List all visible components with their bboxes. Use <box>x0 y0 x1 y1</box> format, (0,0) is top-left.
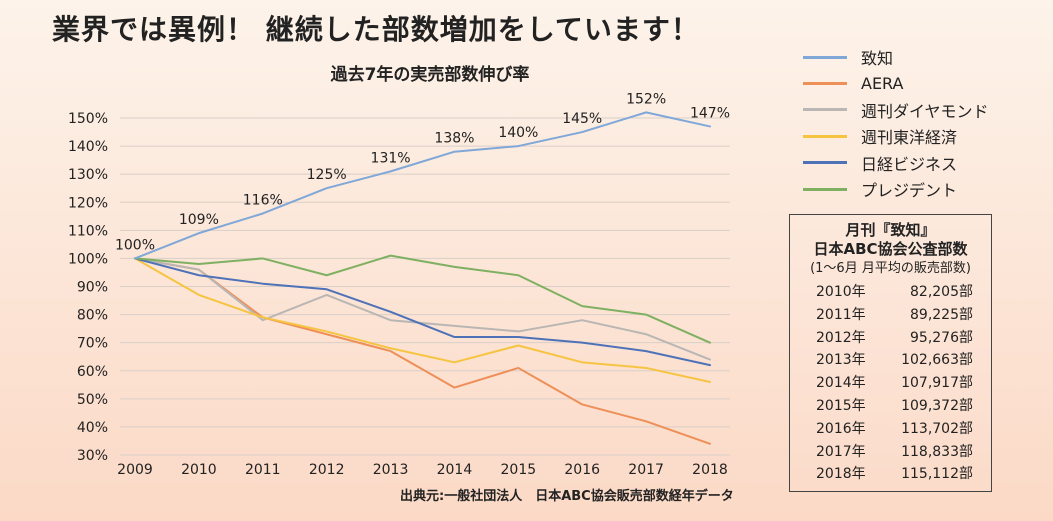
circulation-value: 95,276部 <box>910 329 973 346</box>
legend-label: 週刊東洋経済 <box>861 128 958 148</box>
circulation-value: 102,663部 <box>901 352 973 369</box>
circulation-row: 2013年 102,663部 <box>790 349 991 372</box>
legend-item: 週刊東洋経済 <box>803 123 989 149</box>
x-tick-label: 2011 <box>245 462 281 478</box>
series-line-4 <box>134 257 711 367</box>
legend-swatch <box>803 187 847 191</box>
legend-swatch <box>803 161 847 165</box>
data-label: 109% <box>179 212 219 228</box>
circulation-row: 2018年 115,112部 <box>790 463 991 486</box>
x-tick-label: 2010 <box>181 462 217 478</box>
circulation-year: 2012年 <box>816 329 866 346</box>
x-tick-label: 2018 <box>692 462 728 478</box>
series-line-1 <box>134 257 711 445</box>
series-line-2 <box>134 257 711 361</box>
data-label: 152% <box>626 91 666 107</box>
circulation-year: 2011年 <box>816 306 866 323</box>
circulation-year: 2010年 <box>816 284 866 300</box>
legend-label: 致知 <box>861 49 894 69</box>
data-labels: 100% 109% 116% 125% 131% 138% 140% 145% 152% 147% <box>115 91 730 253</box>
y-tick-label: 30% <box>77 448 108 464</box>
circulation-row: 2012年 95,276部 <box>790 327 991 350</box>
y-tick-label: 70% <box>77 336 108 352</box>
circulation-year: 2014年 <box>816 375 866 392</box>
x-tick-label: 2013 <box>373 462 409 478</box>
legend-label: AERA <box>861 74 904 94</box>
y-tick-label: 60% <box>77 364 108 380</box>
y-tick-label: 40% <box>77 420 108 436</box>
legend-item: 週刊ダイヤモンド <box>803 97 989 123</box>
data-label: 147% <box>690 105 730 121</box>
y-tick-label: 80% <box>77 308 108 324</box>
x-tick-label: 2012 <box>309 462 345 478</box>
chart-title: 過去7年の実売部数伸び率 <box>331 64 530 85</box>
circulation-row: 2016年 113,702部 <box>790 418 991 441</box>
legend-label: 日経ビジネス <box>861 154 958 174</box>
circulation-table: 2010年 82,205部 2011年 89,225部 2012年 95,276部 2013… <box>790 281 991 486</box>
data-label: 125% <box>307 167 347 183</box>
data-label: 145% <box>562 111 602 127</box>
circulation-value: 118,833部 <box>901 443 973 460</box>
circulation-year: 2015年 <box>816 397 866 414</box>
y-tick-label: 120% <box>68 195 108 211</box>
box-subtitle: (1〜6月 月平均の販売部数) <box>810 261 971 276</box>
legend-swatch <box>803 55 847 59</box>
axis-labels: 150% 140% 130% 120% 110% 100% 90% 80% 70% 60% 50% 4… <box>68 111 728 478</box>
legend-item: AERA <box>803 70 989 96</box>
grid-lines <box>120 117 730 456</box>
source-note: 出典元:一般社団法人 日本ABC協会販売部数経年データ <box>400 489 734 504</box>
data-label: 116% <box>243 192 283 208</box>
legend-swatch <box>803 108 847 112</box>
data-label: 140% <box>498 125 538 141</box>
y-tick-label: 150% <box>68 111 108 127</box>
y-tick-label: 100% <box>68 251 108 267</box>
circulation-row: 2011年 89,225部 <box>790 304 991 327</box>
x-tick-label: 2017 <box>628 462 664 478</box>
circulation-value: 89,225部 <box>910 306 973 323</box>
circulation-value: 115,112部 <box>901 466 973 483</box>
circulation-year: 2017年 <box>816 443 866 460</box>
circulation-row: 2010年 82,205部 <box>790 281 991 304</box>
legend-swatch <box>803 134 847 138</box>
y-tick-label: 50% <box>77 392 108 408</box>
y-tick-label: 90% <box>77 280 108 296</box>
y-tick-label: 130% <box>68 167 108 183</box>
series-line-3 <box>134 257 711 383</box>
x-tick-label: 2014 <box>437 462 473 478</box>
x-tick-label: 2016 <box>564 462 600 478</box>
data-label: 100% <box>115 237 155 253</box>
circulation-box: 月刊『致知』 日本ABC協会公査部数 (1〜6月 月平均の販売部数) 2010年… <box>789 214 992 492</box>
legend-label: 週刊ダイヤモンド <box>861 101 989 121</box>
legend-item: プレジデント <box>803 176 989 202</box>
headline: 業界では異例！ 継続した部数増加をしています！ <box>52 13 700 46</box>
series-lines <box>134 111 711 445</box>
circulation-value: 109,372部 <box>901 397 973 414</box>
circulation-year: 2016年 <box>816 420 866 437</box>
circulation-row: 2017年 118,833部 <box>790 441 991 464</box>
x-tick-label: 2009 <box>117 462 153 478</box>
data-label: 131% <box>371 150 411 166</box>
legend-item: 致知 <box>803 44 989 70</box>
circulation-value: 82,205部 <box>910 284 973 300</box>
y-tick-label: 140% <box>68 139 108 155</box>
circulation-row: 2015年 109,372部 <box>790 395 991 418</box>
data-label: 138% <box>434 131 474 147</box>
circulation-year: 2013年 <box>816 352 866 369</box>
legend-item: 日経ビジネス <box>803 150 989 176</box>
circulation-year: 2018年 <box>816 466 866 483</box>
series-line-5 <box>134 254 711 344</box>
series-line-0 <box>134 111 711 260</box>
y-tick-label: 110% <box>68 223 108 239</box>
x-tick-label: 2015 <box>501 462 537 478</box>
legend-label: プレジデント <box>861 181 958 201</box>
circulation-row: 2014年 107,917部 <box>790 372 991 395</box>
legend-swatch <box>803 82 847 86</box>
legend: 致知 AERA 週刊ダイヤモンド 週刊東洋経済 日経ビジネス プレジデント <box>803 44 989 202</box>
circulation-value: 107,917部 <box>901 375 973 392</box>
box-title-1: 月刊『致知』 <box>845 221 936 239</box>
circulation-value: 113,702部 <box>901 420 973 437</box>
box-title-2: 日本ABC協会公査部数 <box>813 240 968 258</box>
